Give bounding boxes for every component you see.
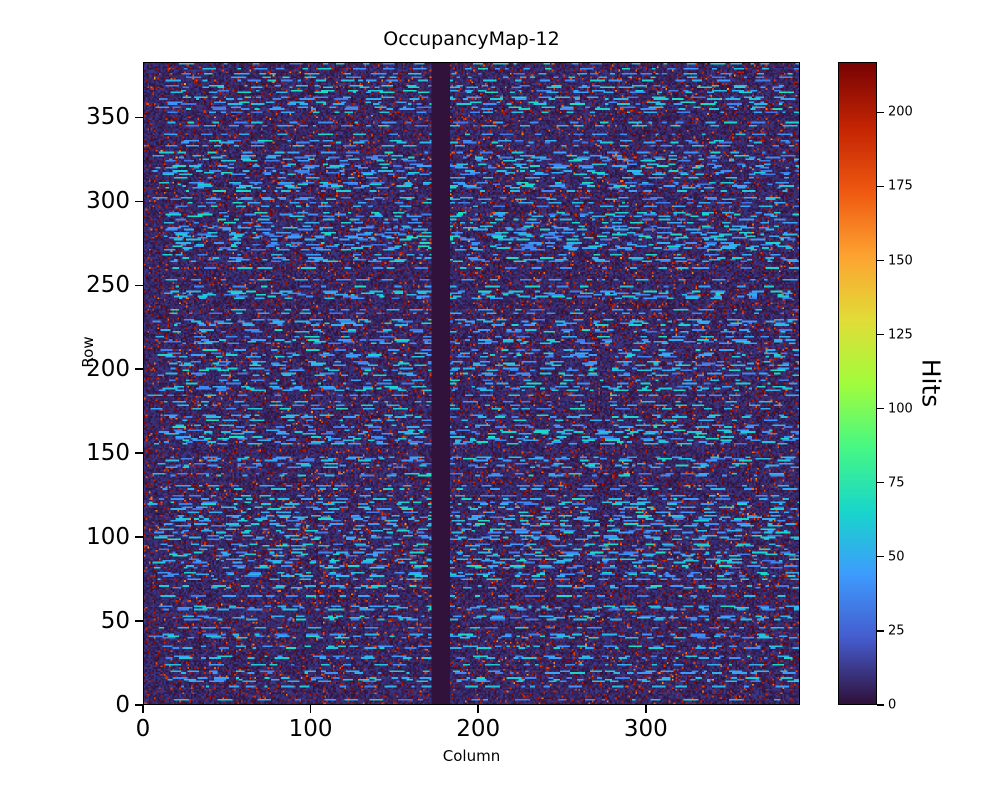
y-tick-mark [135, 536, 143, 538]
colorbar-canvas [839, 63, 876, 704]
colorbar-tick-label: 100 [888, 401, 913, 417]
x-tick-label: 0 [135, 716, 151, 742]
chart-title: OccupancyMap-12 [383, 28, 560, 50]
colorbar-tick-mark [877, 111, 884, 113]
colorbar-label: Hits [916, 358, 946, 408]
x-tick-mark [477, 705, 479, 713]
colorbar-tick-label: 125 [888, 327, 913, 343]
colorbar-tick-label: 175 [888, 178, 913, 194]
y-tick-mark [135, 200, 143, 203]
y-tick-label: 300 [86, 188, 130, 215]
colorbar [838, 62, 877, 705]
y-tick-label: 150 [86, 440, 130, 467]
colorbar-tick-label: 150 [888, 253, 913, 269]
colorbar-tick-mark [877, 408, 884, 410]
x-tick-mark [309, 705, 312, 713]
x-tick-mark [142, 705, 144, 713]
y-tick-mark [135, 116, 143, 119]
colorbar-tick-mark [877, 334, 884, 336]
colorbar-tick-mark [877, 185, 884, 188]
colorbar-tick-label: 200 [888, 104, 913, 120]
x-tick-label: 300 [623, 716, 668, 742]
y-tick-mark [135, 704, 143, 706]
colorbar-tick-mark [877, 704, 884, 706]
y-tick-mark [135, 368, 143, 370]
colorbar-tick-label: 0 [888, 697, 897, 713]
y-tick-mark [135, 452, 143, 454]
colorbar-tick-mark [877, 259, 884, 262]
y-tick-label: 200 [86, 356, 130, 383]
heatmap-canvas [144, 63, 799, 704]
x-tick-label: 200 [456, 716, 501, 742]
x-tick-label: 100 [288, 716, 333, 742]
colorbar-tick-mark [877, 556, 884, 558]
y-tick-label: 0 [115, 692, 130, 718]
colorbar-tick-label: 25 [888, 623, 905, 639]
y-tick-label: 50 [100, 608, 130, 635]
y-tick-mark [135, 620, 143, 622]
y-tick-label: 100 [86, 524, 130, 551]
y-tick-mark [135, 284, 143, 287]
x-axis-label: Column [442, 747, 501, 765]
x-tick-mark [645, 705, 647, 713]
colorbar-tick-mark [877, 482, 884, 484]
heatmap-plot [143, 62, 800, 705]
y-tick-label: 250 [86, 272, 130, 299]
colorbar-tick-mark [877, 630, 884, 632]
y-tick-label: 350 [86, 104, 130, 131]
colorbar-tick-label: 75 [888, 475, 905, 491]
colorbar-tick-label: 50 [888, 549, 905, 565]
